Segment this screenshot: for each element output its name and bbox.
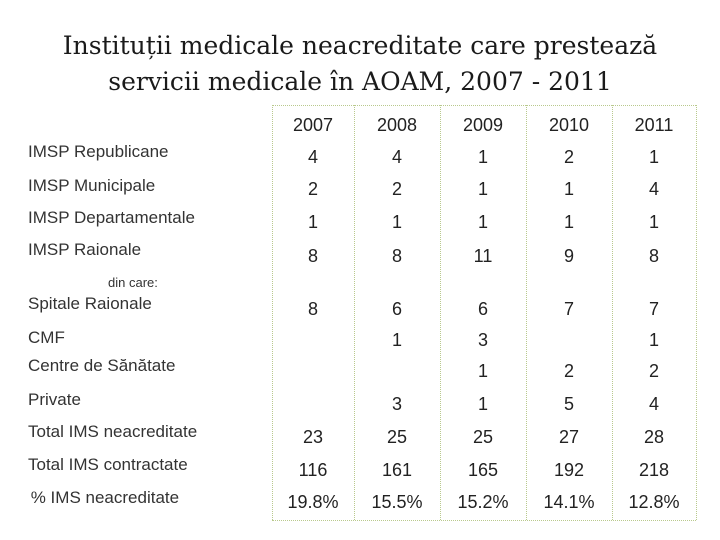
year-header-2009: 2009 (462, 115, 504, 135)
cell-value: 1 (307, 212, 318, 232)
cell-value: 15.2% (457, 492, 509, 512)
cell-value: 25 (386, 427, 408, 447)
cell-value: 192 (553, 460, 585, 480)
cell-value: 1 (563, 212, 574, 232)
grid-vline (696, 105, 697, 520)
cell-value: 25 (472, 427, 494, 447)
cell-value: 27 (558, 427, 580, 447)
cell-value: 5 (563, 394, 574, 414)
cell-value: 6 (477, 299, 488, 319)
row-label: Total IMS neacreditate (28, 422, 198, 441)
cell-value: 8 (307, 246, 318, 266)
cell-value: 28 (643, 427, 665, 447)
cell-value: 8 (391, 246, 402, 266)
cell-value: 19.8% (287, 492, 339, 512)
row-label: Spitale Raionale (28, 294, 152, 313)
row-label: % IMS neacreditate (26, 488, 180, 507)
cell-value: 2 (563, 361, 574, 381)
cell-value: 1 (563, 179, 574, 199)
grid-hline (272, 105, 696, 106)
cell-value: 1 (477, 179, 488, 199)
cell-value: 4 (648, 394, 659, 414)
year-header-2008: 2008 (376, 115, 418, 135)
cell-value: 2 (648, 361, 659, 381)
cell-value: 8 (648, 246, 659, 266)
cell-value: 9 (563, 246, 574, 266)
cell-value: 3 (477, 330, 488, 350)
cell-value: 1 (648, 147, 659, 167)
row-label: din care: (108, 275, 158, 290)
cell-value: 11 (473, 246, 493, 266)
cell-value: 7 (648, 299, 659, 319)
cell-value: 218 (638, 460, 670, 480)
row-label: IMSP Departamentale (28, 208, 195, 227)
cell-value: 2 (391, 179, 402, 199)
cell-value: 116 (298, 460, 328, 480)
cell-value: 6 (391, 299, 402, 319)
grid-vline (354, 105, 355, 520)
cell-value: 1 (477, 361, 488, 381)
cell-value: 8 (307, 299, 318, 319)
grid-vline (526, 105, 527, 520)
cell-value: 3 (391, 394, 402, 414)
cell-value: 15.5% (371, 492, 423, 512)
title-line-2: servicii medicale în AOAM, 2007 - 2011 (108, 67, 612, 96)
cell-value: 1 (477, 147, 488, 167)
cell-value: 1 (391, 330, 402, 350)
year-header-2007: 2007 (292, 115, 334, 135)
cell-value: 165 (467, 460, 499, 480)
cell-value: 161 (381, 460, 413, 480)
cell-value: 4 (648, 179, 659, 199)
title-line-1: Instituții medicale neacreditate care pr… (62, 31, 658, 60)
cell-value: 2 (563, 147, 574, 167)
cell-value: 1 (648, 212, 659, 232)
row-label: Total IMS contractate (28, 455, 188, 474)
row-label: IMSP Municipale (28, 176, 156, 195)
row-label: Private (28, 390, 81, 409)
grid-hline (272, 520, 696, 521)
cell-value: 4 (307, 147, 318, 167)
slide-title: Instituții medicale neacreditate care pr… (0, 28, 720, 100)
cell-value: 14.1% (543, 492, 595, 512)
row-label: IMSP Republicane (28, 142, 169, 161)
year-header-2010: 2010 (548, 115, 590, 135)
cell-value: 1 (477, 394, 488, 414)
cell-value: 4 (391, 147, 402, 167)
cell-value: 2 (307, 179, 318, 199)
row-label: Centre de Sănătate (28, 356, 176, 375)
cell-value: 1 (648, 330, 659, 350)
cell-value: 1 (391, 212, 402, 232)
row-label: IMSP Raionale (28, 240, 142, 259)
year-header-2011: 2011 (634, 115, 674, 135)
grid-vline (612, 105, 613, 520)
cell-value: 7 (563, 299, 574, 319)
grid-vline (272, 105, 273, 520)
row-label: CMF (28, 328, 65, 347)
cell-value: 1 (477, 212, 488, 232)
cell-value: 23 (302, 427, 324, 447)
grid-vline (440, 105, 441, 520)
cell-value: 12.8% (628, 492, 680, 512)
